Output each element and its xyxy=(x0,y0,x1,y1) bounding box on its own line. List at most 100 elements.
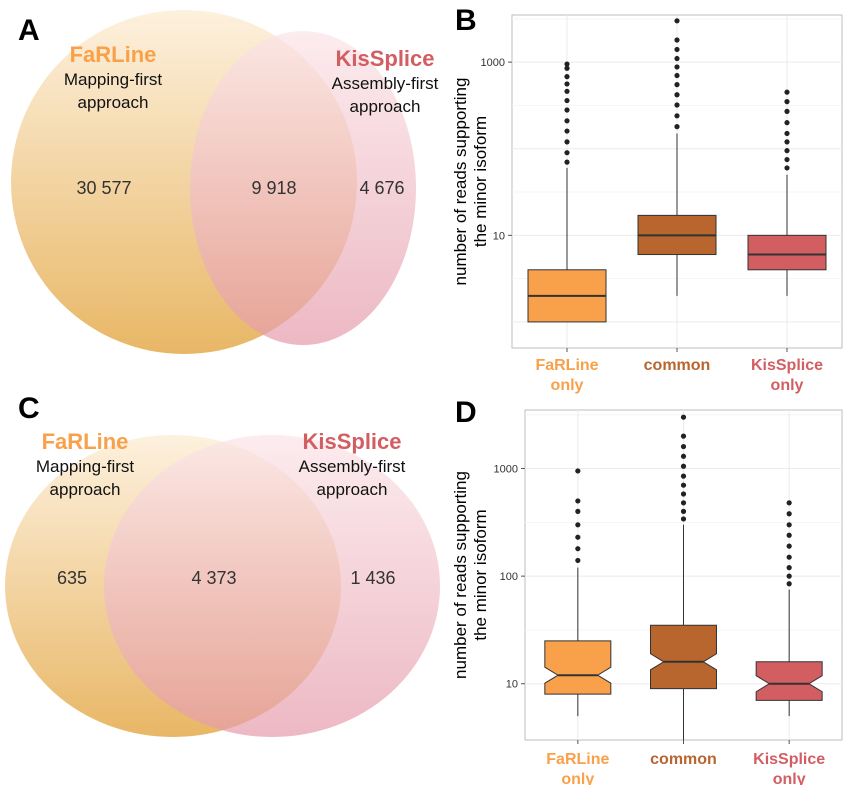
y-tick-label-d: 100 xyxy=(500,571,518,583)
x-category-label-line-d: only xyxy=(773,771,806,785)
y-tick-label-b: 10 xyxy=(493,230,505,242)
venn-a-kissplice-sub1: Assembly-first xyxy=(332,74,439,93)
outlier-point-b xyxy=(784,165,790,171)
outlier-point-b xyxy=(564,159,570,165)
outlier-point-d xyxy=(786,581,792,587)
venn-c-count-common: 4 373 xyxy=(191,568,236,588)
outlier-point-b xyxy=(784,130,790,137)
outlier-point-b xyxy=(784,120,790,126)
outlier-point-d xyxy=(786,500,792,506)
outlier-point-d xyxy=(786,543,792,549)
outlier-point-b xyxy=(564,81,570,87)
outlier-point-d xyxy=(680,463,687,469)
outlier-point-b xyxy=(784,148,790,154)
panel-letter-b: B xyxy=(455,4,477,37)
venn-a-kissplice-title: KisSplice xyxy=(335,46,434,71)
panel-letter-a: A xyxy=(18,14,40,47)
y-axis-label-d: number of reads supportingthe minor isof… xyxy=(451,471,490,679)
panel-b-boxplot: B 10 1000 number of reads supportingthe mi… xyxy=(451,4,843,394)
outlier-point-b xyxy=(564,139,570,145)
outlier-point-d xyxy=(680,414,687,420)
venn-c-count-left: 635 xyxy=(57,568,87,588)
panel-c-venn: C FaRLine Mapping-first approach KisSpli… xyxy=(5,392,440,737)
outlier-point-d xyxy=(575,508,581,514)
y-tick-label-d: 1000 xyxy=(494,464,518,476)
panel-a-venn: A FaRLine Mapping-first approach KisSpli… xyxy=(11,10,439,354)
venn-a-count-common: 9 918 xyxy=(251,178,296,198)
outlier-point-b xyxy=(674,92,680,98)
outlier-point-b xyxy=(784,156,790,163)
outlier-point-d xyxy=(575,557,581,564)
y-axis-label-line-d: the minor isoform xyxy=(471,509,490,640)
outlier-point-d xyxy=(786,532,792,538)
box-b xyxy=(747,234,827,271)
outlier-point-d xyxy=(680,491,687,497)
y-axis-label-line-b: the minor isoform xyxy=(471,116,490,247)
outlier-point-b xyxy=(674,72,680,79)
outlier-point-d xyxy=(575,522,581,528)
outlier-point-d xyxy=(680,453,687,459)
outlier-point-b xyxy=(674,55,680,62)
x-category-label-line-b: FaRLine xyxy=(535,357,598,374)
outlier-point-d xyxy=(680,443,687,450)
outlier-point-b xyxy=(674,18,680,24)
outlier-point-d xyxy=(575,498,581,504)
outlier-point-d xyxy=(786,522,792,528)
x-category-label-d: FaRLine only xyxy=(546,751,609,785)
outlier-point-b xyxy=(564,88,570,94)
outlier-point-d xyxy=(575,534,581,540)
outlier-point-b xyxy=(564,107,570,113)
x-category-label-d: KisSplice only xyxy=(753,751,825,785)
venn-a-farline-sub2: approach xyxy=(78,93,149,112)
outlier-point-b xyxy=(564,128,570,134)
outlier-point-b xyxy=(784,139,790,145)
venn-c-farline-sub1: Mapping-first xyxy=(36,457,135,476)
outlier-point-d xyxy=(680,433,687,439)
outlier-point-b xyxy=(564,61,570,67)
outlier-point-b xyxy=(784,108,790,114)
venn-c-kissplice-title: KisSplice xyxy=(302,429,401,454)
outlier-point-b xyxy=(784,89,790,95)
venn-c-farline-title: FaRLine xyxy=(42,429,129,454)
outlier-point-b xyxy=(674,64,680,70)
outlier-point-d xyxy=(786,554,792,560)
panel-letter-c: C xyxy=(18,392,40,425)
outlier-point-d xyxy=(680,508,687,514)
outlier-point-d xyxy=(786,565,792,571)
outlier-point-b xyxy=(674,102,680,108)
outlier-point-d xyxy=(786,511,792,517)
outlier-point-b xyxy=(674,113,680,119)
outlier-point-d xyxy=(575,468,581,474)
outlier-point-b xyxy=(674,46,680,53)
panel-d-boxplot: D 10 100 1000 number of reads supportingthe… xyxy=(451,396,843,785)
y-tick-label-d: 10 xyxy=(506,679,518,691)
x-category-label-d: common xyxy=(650,751,717,768)
x-category-label-line-b: KisSplice xyxy=(751,357,823,374)
x-category-label-b: KisSplice only xyxy=(751,357,823,394)
box-d xyxy=(650,624,717,690)
outlier-point-b xyxy=(674,37,680,43)
outlier-point-b xyxy=(564,150,570,156)
outlier-point-b xyxy=(674,82,680,88)
outlier-point-b xyxy=(564,118,570,124)
venn-a-farline-title: FaRLine xyxy=(70,42,157,67)
x-category-label-b: FaRLine only xyxy=(535,357,598,394)
outlier-point-b xyxy=(564,97,570,104)
outlier-point-d xyxy=(680,500,687,506)
box-d xyxy=(544,640,612,695)
venn-c-kissplice-sub2: approach xyxy=(317,480,388,499)
venn-a-kissplice-sub2: approach xyxy=(350,97,421,116)
outlier-point-b xyxy=(564,65,570,71)
venn-c-count-right: 1 436 xyxy=(350,568,395,588)
box-d xyxy=(755,661,823,701)
outlier-point-d xyxy=(786,573,792,579)
x-category-label-line-b: only xyxy=(771,377,804,394)
venn-c-farline-sub2: approach xyxy=(50,480,121,499)
x-category-label-line-d: FaRLine xyxy=(546,751,609,768)
venn-a-count-right: 4 676 xyxy=(359,178,404,198)
venn-a-farline-sub1: Mapping-first xyxy=(64,70,163,89)
venn-a-count-left: 30 577 xyxy=(76,178,131,198)
x-category-label-b: common xyxy=(644,357,711,374)
outlier-point-b xyxy=(674,124,680,130)
